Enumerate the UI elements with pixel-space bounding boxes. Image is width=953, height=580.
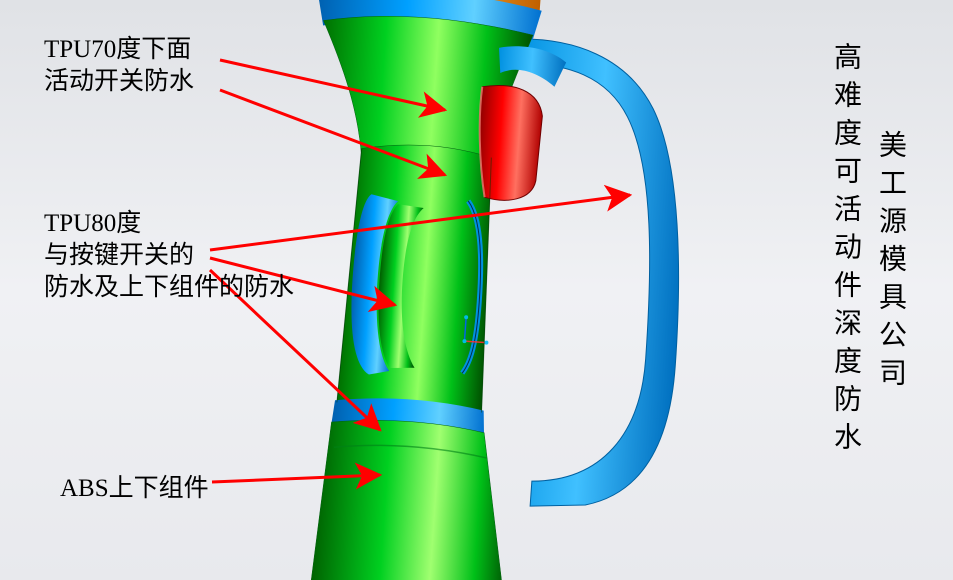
label-top-line1: TPU70度下面	[44, 34, 194, 66]
trigger-button-red	[474, 84, 544, 202]
label-bot: ABS上下组件	[60, 468, 209, 504]
label-bot-line1: ABS上下组件	[60, 475, 209, 502]
diagram-stage: { "canvas": { "width": 953, "height": 58…	[0, 0, 953, 580]
label-top: TPU70度下面 活动开关防水	[44, 34, 194, 98]
vertical-col-left: 高难度可活动件深度防水	[825, 42, 865, 460]
label-mid-line1: TPU80度	[44, 208, 294, 240]
vertical-col-right: 美工源模具公司	[870, 130, 910, 396]
label-top-line2: 活动开关防水	[44, 66, 194, 98]
label-mid: TPU80度 与按键开关的 防水及上下组件的防水	[44, 208, 294, 304]
label-mid-line2: 与按键开关的	[44, 240, 294, 272]
label-mid-line3: 防水及上下组件的防水	[44, 272, 294, 304]
